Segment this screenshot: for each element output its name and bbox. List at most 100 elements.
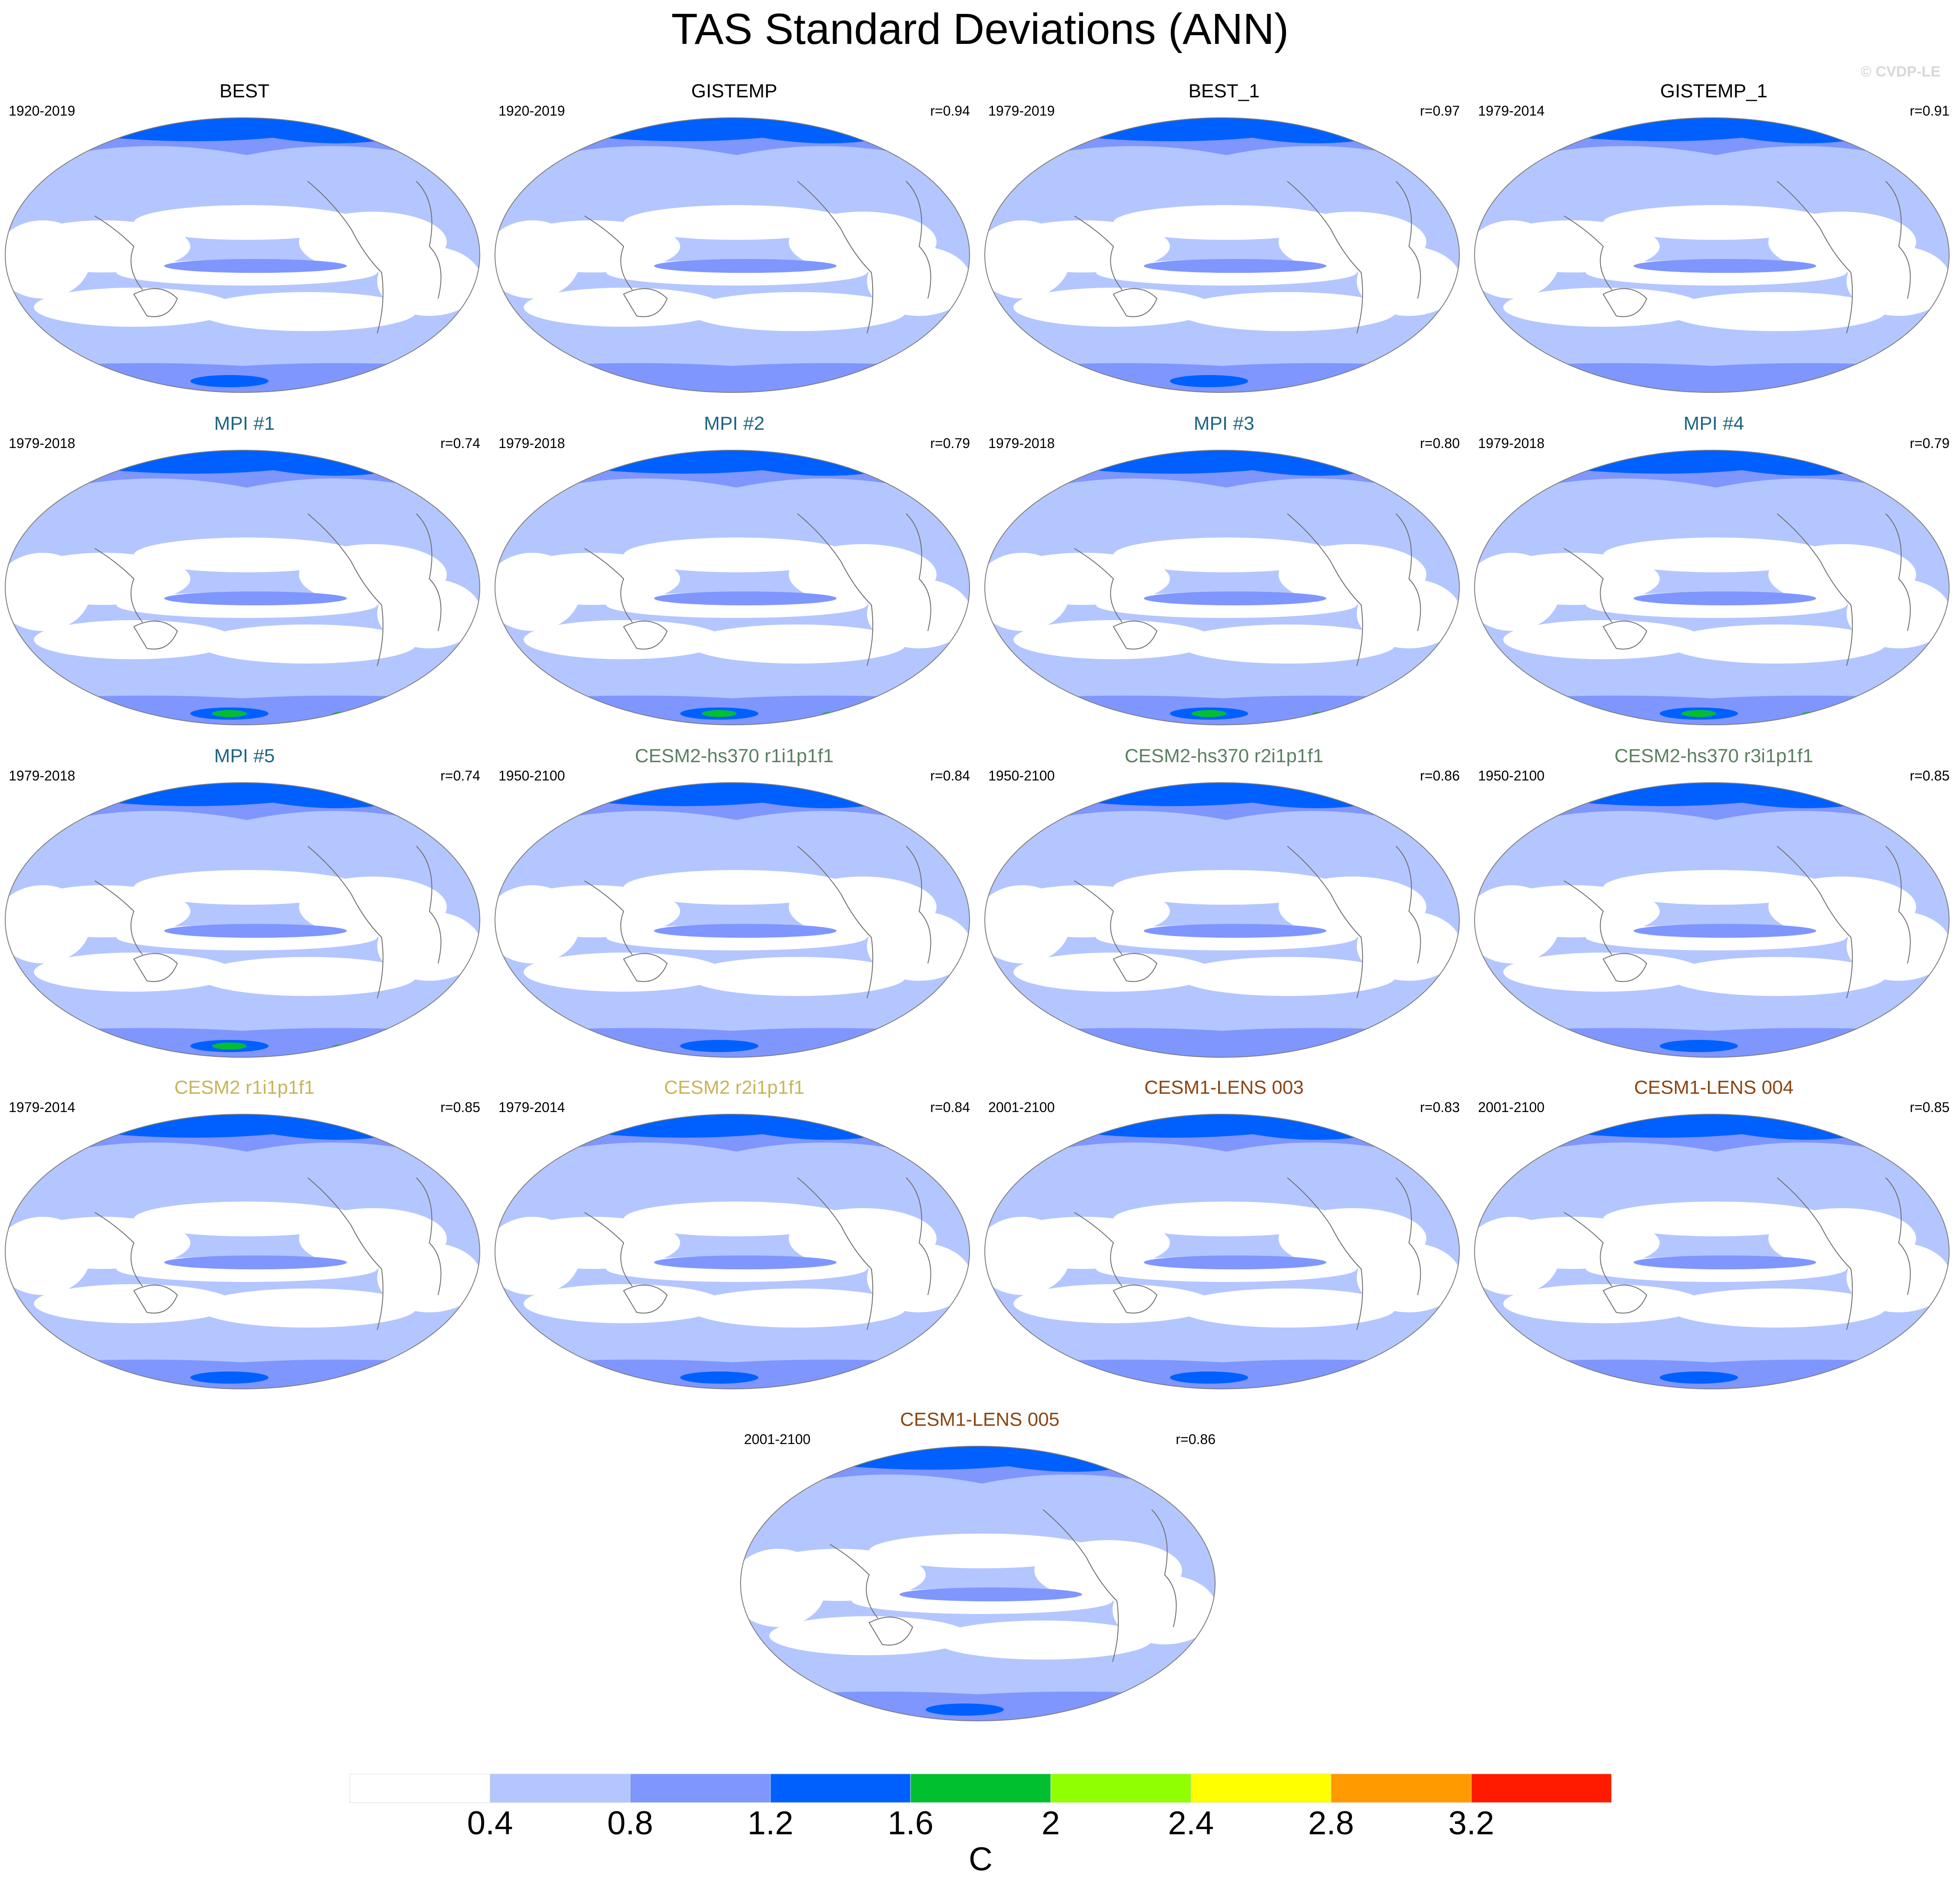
field-band-0.8-1.2 <box>1634 259 1816 273</box>
coastline <box>307 513 384 666</box>
coastline <box>1564 1212 1612 1287</box>
field-band-below-0.4 <box>524 953 724 992</box>
field-band-below-0.4 <box>377 911 480 981</box>
panel-title: GISTEMP <box>691 80 777 102</box>
field-band-1.6-2 <box>212 1043 247 1049</box>
map-border <box>984 782 1460 1058</box>
field-band-below-0.4 <box>199 957 416 996</box>
coastline <box>1602 1285 1648 1314</box>
robinson-map <box>740 1446 1216 1721</box>
coastline <box>133 953 178 982</box>
field-band-below-0.4 <box>1179 1288 1396 1328</box>
field-band-below-0.4 <box>624 205 850 240</box>
coastline <box>623 953 668 982</box>
panel-period: 2001-2100 <box>744 1431 811 1447</box>
coastline <box>1113 953 1158 982</box>
coastline <box>1113 621 1158 650</box>
coastline <box>416 1177 442 1295</box>
field-band-0.8-1.2 <box>654 591 837 605</box>
coastline <box>416 846 442 964</box>
field-band-1.2-1.6 <box>190 1371 269 1384</box>
field-band-below-0.4 <box>5 885 90 963</box>
panel-correlation: r=0.86 <box>1420 768 1460 784</box>
coastline <box>1602 288 1648 317</box>
robinson-map <box>5 117 480 393</box>
coastline <box>1043 1509 1119 1662</box>
field-band-below-0.4 <box>1503 288 1703 327</box>
figure-title: TAS Standard Deviations (ANN) <box>671 5 1289 53</box>
robinson-map <box>5 1114 480 1389</box>
robinson-map <box>495 1114 970 1389</box>
coastline <box>94 216 143 290</box>
field-band-0.8-1.2 <box>164 1255 347 1269</box>
field-band-below-0.4 <box>5 1217 90 1295</box>
robinson-map <box>1474 782 1950 1058</box>
panel-period: 2001-2100 <box>988 1099 1055 1115</box>
coastline <box>1113 1285 1158 1314</box>
coastline <box>1074 880 1123 955</box>
coastline <box>1287 181 1363 334</box>
field-band-below-0.4 <box>1179 957 1396 996</box>
map-panel: GISTEMP_1 1979-2014 r=0.91 <box>1469 80 1958 393</box>
panel-title: MPI #5 <box>214 745 275 767</box>
panel-correlation: r=0.85 <box>1910 1099 1950 1115</box>
coastline <box>797 181 874 334</box>
robinson-map <box>1474 1114 1950 1389</box>
field-band-1.2-1.6 <box>680 1040 758 1052</box>
panel-period: 1950-2100 <box>1478 768 1545 784</box>
panel-title: CESM2 r2i1p1f1 <box>664 1077 804 1098</box>
field-band-below-0.4 <box>689 292 906 331</box>
map-panel: CESM1-LENS 003 2001-2100 r=0.83 <box>980 1077 1468 1390</box>
map-border <box>1474 782 1950 1058</box>
field-band-1.6-2 <box>1061 1121 1096 1130</box>
robinson-map <box>1474 450 1950 725</box>
field-band-below-0.4 <box>495 553 580 631</box>
map-border <box>1474 117 1950 393</box>
field-band-1.2-1.6 <box>190 375 269 387</box>
panel-correlation: r=0.86 <box>1176 1431 1216 1447</box>
field-band-1.6-2 <box>1801 712 1822 717</box>
colorbar-swatch <box>349 1773 491 1803</box>
coastline <box>797 846 874 999</box>
panel-correlation: r=0.94 <box>930 103 970 119</box>
map-border <box>1474 450 1950 725</box>
field-band-below-0.4 <box>689 1288 906 1328</box>
coastline <box>1885 181 1911 299</box>
field-band-1.6-2 <box>1192 710 1226 717</box>
field-band-1.6-2 <box>82 790 116 798</box>
map-panel: CESM1-LENS 005 2001-2100 r=0.86 <box>735 1409 1224 1722</box>
field-band-below-0.4 <box>495 1217 580 1295</box>
coastline <box>94 548 143 623</box>
field-band-below-0.4 <box>1475 1217 1560 1295</box>
field-band-below-0.4 <box>1013 288 1213 327</box>
map-panel: CESM2 r1i1p1f1 1979-2014 r=0.85 <box>0 1077 489 1390</box>
field-band-below-0.4 <box>199 624 416 664</box>
field-band-1.6-2 <box>332 712 353 717</box>
field-band-below-0.4 <box>867 911 970 981</box>
field-band-below-0.4 <box>985 220 1070 299</box>
field-band-below-0.4 <box>1603 870 1829 905</box>
robinson-map <box>495 117 970 393</box>
field-band-below-0.4 <box>1013 620 1213 659</box>
coastline <box>1564 216 1612 290</box>
panel-title: CESM1-LENS 003 <box>1144 1077 1304 1098</box>
panel-period: 1979-2018 <box>988 435 1055 451</box>
field-band-below-0.4 <box>1475 553 1560 631</box>
coastline <box>1287 513 1363 666</box>
field-band-1.2-1.6 <box>926 1703 1004 1716</box>
robinson-map <box>495 782 970 1058</box>
map-panel: MPI #4 1979-2018 r=0.79 <box>1469 413 1958 726</box>
field-band-below-0.4 <box>524 620 724 659</box>
map-border <box>495 450 970 725</box>
field-band-1.6-2 <box>817 1453 852 1462</box>
map-border <box>1474 1114 1950 1389</box>
field-band-below-0.4 <box>689 957 906 996</box>
coastline <box>1287 1177 1363 1330</box>
field-band-below-0.4 <box>495 220 580 299</box>
field-band-below-0.4 <box>1668 292 1886 331</box>
coastline <box>584 1212 633 1287</box>
map-border <box>5 117 480 393</box>
panel-title: CESM2-hs370 r2i1p1f1 <box>1124 745 1324 767</box>
field-band-0.8-1.2 <box>1144 259 1326 273</box>
coastline <box>94 880 143 955</box>
